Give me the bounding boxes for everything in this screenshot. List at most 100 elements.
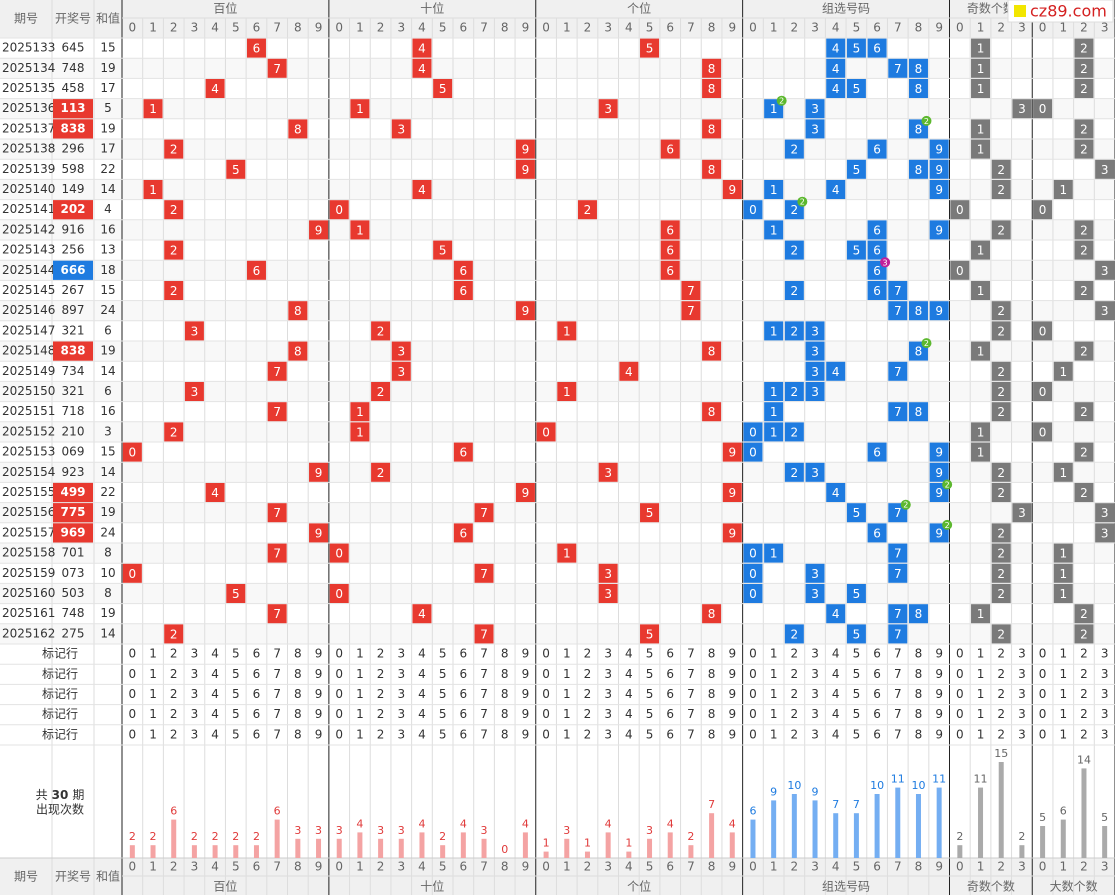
mark-digit: 5 [853,727,861,741]
mark-digit: 0 [129,667,137,681]
digit: 3 [604,567,612,581]
count-label: 11 [932,773,946,786]
digit: 1 [356,425,364,439]
digit-header: 8 [501,21,509,35]
cell-marker [1033,99,1053,119]
mark-digit: 5 [646,687,654,701]
cell-marker [246,260,266,280]
group-digit: 3 [811,365,819,379]
big-count: 1 [1059,587,1067,601]
issue: 2025156 [2,505,55,519]
cell-marker [1053,361,1073,381]
mark-digit: 7 [687,647,695,661]
mark-digit: 4 [211,707,219,721]
mark-digit: 6 [873,727,881,741]
count-bar [957,845,963,858]
odd-count: 2 [997,183,1005,197]
mark-digit: 2 [1080,647,1088,661]
odd-count: 1 [977,607,985,621]
count-bar [191,845,197,858]
odd-count: 2 [997,587,1005,601]
header-bg [0,0,1115,38]
mark-digit: 3 [604,647,612,661]
cell-marker [722,523,742,543]
odd-count: 1 [977,143,985,157]
count-label: 10 [870,779,884,792]
digit-footer: 7 [480,860,488,874]
number: 458 [62,81,85,95]
mark-digit: 8 [501,647,509,661]
digit-footer: 2 [377,860,385,874]
issue: 2025139 [2,162,55,176]
cell-marker [743,422,763,442]
mark-digit: 0 [335,707,343,721]
cell-marker [1053,584,1073,603]
cell-marker [971,58,991,78]
digit: 2 [377,324,385,338]
digit: 2 [584,203,592,217]
mark-digit: 6 [253,687,261,701]
count-label: 2 [232,830,239,843]
odd-count: 0 [956,203,964,217]
count-label: 4 [460,817,467,830]
mark-digit: 2 [170,687,178,701]
big-count: 0 [1039,385,1047,399]
digit-footer: 2 [791,860,799,874]
digit-footer: 6 [666,860,674,874]
mark-digit: 8 [915,727,923,741]
mark-digit: 0 [1039,647,1047,661]
digit: 5 [646,627,654,641]
mark-digit: 4 [211,667,219,681]
digit-header: 6 [666,21,674,35]
repeat-badge [921,115,932,126]
mark-digit: 8 [294,687,302,701]
mark-digit: 6 [460,687,468,701]
sum: 15 [100,445,115,459]
mark-digit: 3 [1101,707,1109,721]
mark-digit: 0 [956,687,964,701]
digit: 3 [604,102,612,116]
mark-digit: 1 [1059,647,1067,661]
number-highlight [53,503,93,523]
digit-header: 8 [708,21,716,35]
cell-marker [164,281,184,300]
count-bar [357,832,363,858]
count-label: 0 [501,843,508,856]
cell-marker [557,382,577,401]
digit: 9 [728,183,736,197]
repeat-badge [797,196,808,207]
digit-header: 9 [522,21,530,35]
group-digit: 2 [791,627,799,641]
odd-count: 1 [977,244,985,258]
cell-marker [929,180,949,199]
cell-marker [1074,624,1094,644]
sum: 8 [104,546,112,560]
sum: 6 [104,323,112,337]
mark-digit: 5 [232,727,240,741]
number-highlight [53,200,93,220]
digit-footer: 1 [563,860,571,874]
digit-footer: 3 [397,860,405,874]
count-label: 2 [1018,830,1025,843]
count-bar [750,819,756,858]
cell-marker [826,79,846,98]
mark-digit: 3 [1018,647,1026,661]
mark-digit: 3 [811,667,819,681]
cell-marker [784,281,804,300]
cell-marker [164,624,184,644]
big-count: 2 [1080,405,1088,419]
count-label: 9 [770,785,777,798]
repeat-badge [776,95,787,106]
cell-marker [784,139,804,159]
count-label: 14 [1077,753,1091,766]
mark-digit: 4 [418,707,426,721]
digit-header: 2 [377,21,385,35]
mark-digit: 1 [977,707,985,721]
group-digit: 4 [832,183,840,197]
mark-digit: 4 [832,667,840,681]
mark-digit: 4 [832,707,840,721]
group-digit: 4 [832,42,840,56]
digit: 1 [563,385,571,399]
mark-digit: 8 [915,707,923,721]
group-digit: 4 [832,607,840,621]
